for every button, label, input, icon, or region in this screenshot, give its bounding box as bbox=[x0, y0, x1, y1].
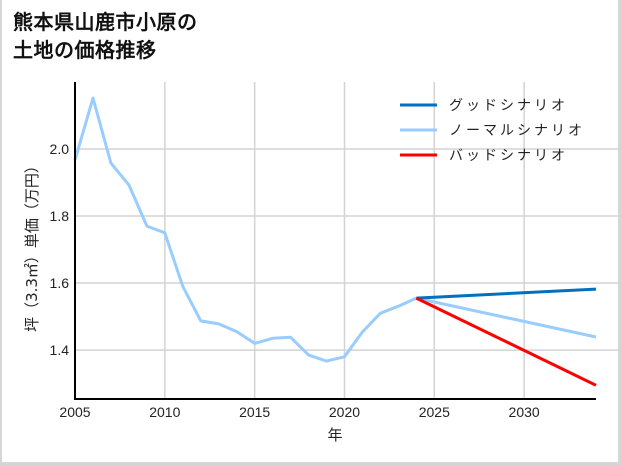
x-tick-label: 2030 bbox=[509, 404, 540, 420]
y-tick-label: 1.8 bbox=[50, 208, 70, 224]
y-tick-label: 1.6 bbox=[50, 275, 70, 291]
x-axis-label: 年 bbox=[327, 426, 342, 444]
chart-title-line2: 土地の価格推移 bbox=[13, 38, 157, 62]
series-lines bbox=[73, 96, 597, 387]
x-tick-labels: 2005 2010 2015 2020 2025 2030 bbox=[59, 404, 539, 420]
series-line bbox=[415, 296, 597, 339]
series-line bbox=[415, 296, 597, 387]
series-line bbox=[73, 96, 417, 363]
x-tick-label: 2005 bbox=[59, 404, 90, 420]
axes bbox=[74, 82, 596, 400]
y-axis-label: 坪（3.3㎡）単価（万円） bbox=[23, 158, 41, 332]
series-line bbox=[416, 287, 597, 300]
y-tick-label: 2.0 bbox=[50, 141, 70, 157]
chart-title: 熊本県山鹿市小原の 土地の価格推移 bbox=[13, 8, 198, 64]
x-tick-label: 2025 bbox=[419, 404, 450, 420]
gridlines bbox=[75, 82, 621, 399]
x-tick-label: 2020 bbox=[329, 404, 360, 420]
x-tick-label: 2010 bbox=[149, 404, 180, 420]
legend-label: グッドシナリオ bbox=[449, 98, 568, 114]
y-tick-labels: 1.4 1.6 1.8 2.0 bbox=[50, 141, 70, 358]
legend-label: バッドシナリオ bbox=[449, 148, 568, 164]
legend-label: ノーマルシナリオ bbox=[449, 123, 585, 139]
chart-title-line1: 熊本県山鹿市小原の bbox=[13, 10, 198, 34]
x-tick-label: 2015 bbox=[239, 404, 270, 420]
y-tick-label: 1.4 bbox=[50, 342, 70, 358]
